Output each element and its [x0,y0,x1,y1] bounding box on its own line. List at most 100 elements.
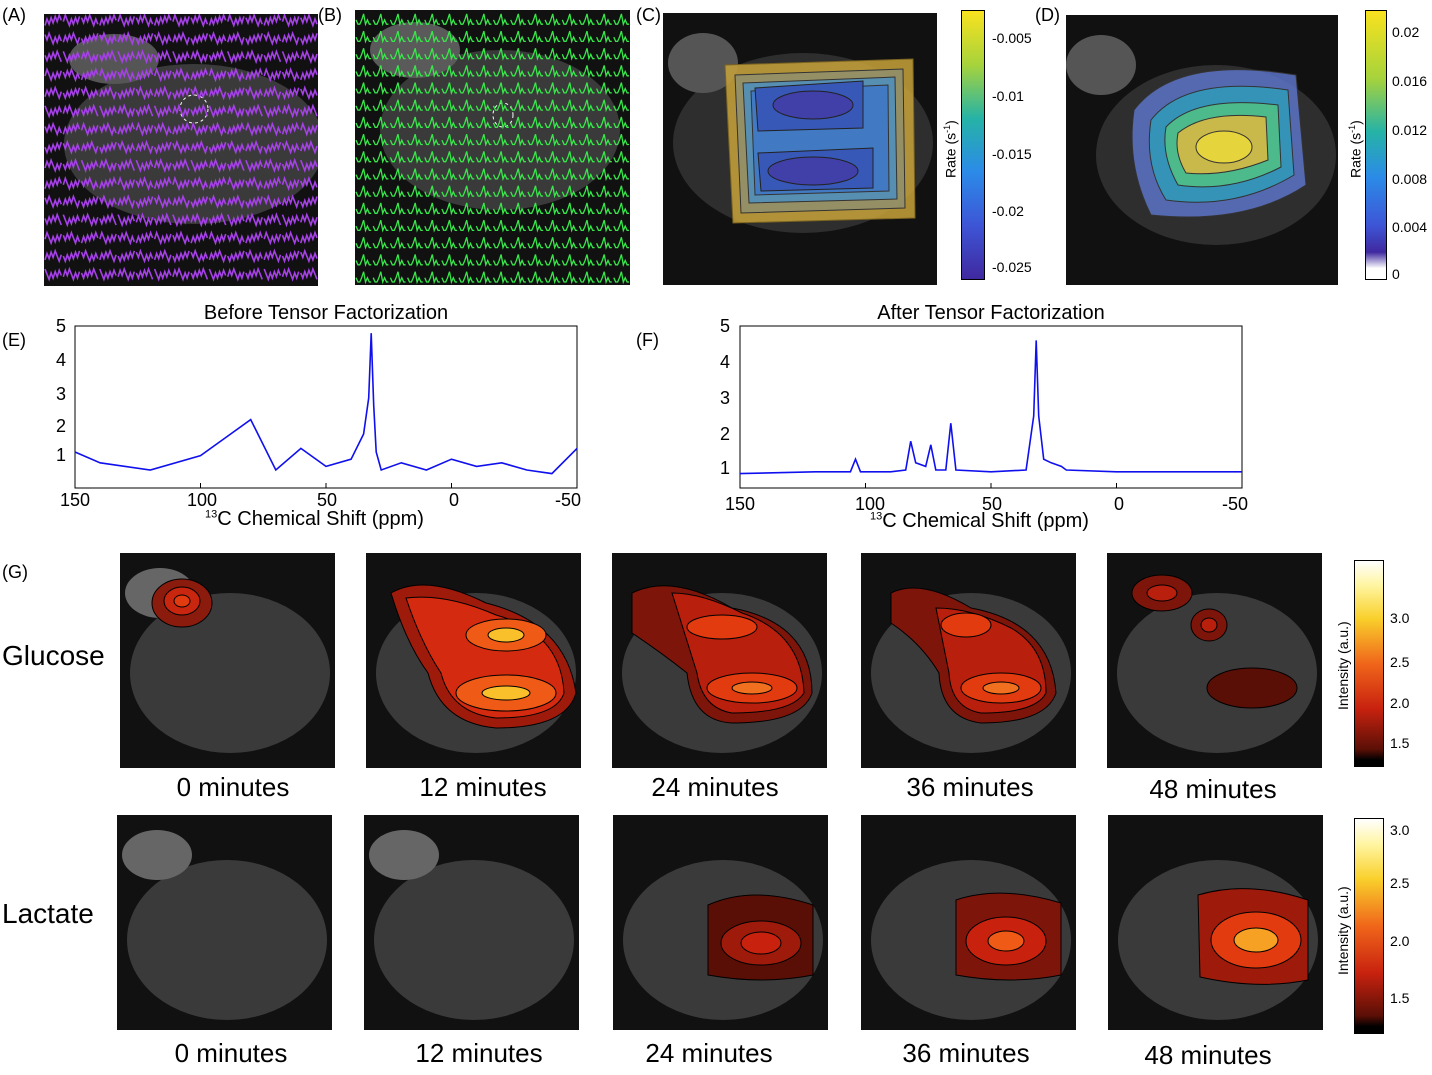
grid-spectrum [62,194,81,210]
grid-spectrum [596,151,612,164]
grid-spectrum [80,266,99,281]
grid-spectrum [355,134,372,147]
grid-spectrum [208,14,227,27]
grid-spectrum [544,116,561,130]
grid-spectrum [355,48,372,61]
grid-spectrum [172,213,190,228]
grid-spectrum [44,175,63,190]
grid-spectrum [44,48,63,63]
grid-spectrum [596,48,612,61]
colorbar-d [1365,10,1387,280]
grid-spectrum [44,67,63,83]
grid-spectrum [613,168,629,182]
grid-spectrum [458,99,475,113]
colorbar-lactate-tick: 2.5 [1390,875,1410,891]
panel-d-image [1066,15,1338,285]
grid-spectrum [99,157,117,173]
grid-spectrum [299,195,318,210]
grid-spectrum [510,202,526,216]
grid-spectrum [355,30,372,44]
grid-spectrum [153,104,172,119]
grid-spectrum [510,99,526,113]
grid-spectrum [389,237,406,250]
grid-spectrum [578,168,595,182]
grid-spectrum [407,30,423,44]
glucose-time-label: 0 minutes [176,772,290,802]
grid-spectrum [263,48,282,63]
grid-spectrum [441,219,458,233]
grid-spectrum [281,213,300,228]
grid-spectrum [407,168,423,182]
grid-spectrum [441,185,458,199]
grid-spectrum [226,249,245,264]
grid-spectrum [527,254,544,267]
grid-spectrum [596,65,612,78]
grid-spectrum [372,271,389,285]
grid-spectrum [441,254,458,267]
grid-spectrum [389,134,406,147]
grid-spectrum [492,202,509,216]
colorbar-glucose-tick: 1.5 [1390,735,1410,751]
grid-spectrum [613,185,629,199]
grid-spectrum [299,248,318,264]
spectrum-e-xtick: 150 [60,490,91,510]
grid-spectrum [190,139,209,155]
spectrum-f-title: After Tensor Factorization [877,302,1105,324]
panel-label-e: (E) [2,330,26,350]
grid-spectrum [190,175,209,192]
grid-spectrum [281,14,300,28]
grid-spectrum [208,104,227,119]
grid-spectrum [117,213,136,228]
grid-spectrum [458,185,475,199]
colorbar-glucose [1354,560,1384,767]
spectrum-f-xtick: -50 [1222,494,1249,514]
panel-label-a: (A) [2,5,26,25]
grid-spectrum [389,168,406,182]
grid-spectrum [527,271,544,285]
grid-spectrum [135,139,154,155]
grid-spectrum [613,65,629,78]
grid-spectrum [355,116,372,130]
grid-spectrum [510,30,526,44]
grid-spectrum [153,194,172,210]
grid-spectrum [135,67,154,82]
grid-spectrum [458,82,475,96]
glucose-map-12 [366,553,581,768]
grid-spectrum [544,30,561,44]
lactate-time-label: 36 minutes [902,1038,1030,1068]
colorbar-d-tick: 0.012 [1392,122,1428,138]
grid-spectrum [561,254,578,267]
colorbar-d-tick: 0.004 [1392,219,1428,235]
grid-spectrum [153,267,172,282]
grid-spectrum [596,185,612,199]
grid-spectrum [299,139,318,155]
grid-spectrum [407,271,423,285]
grid-spectrum [44,121,63,137]
grid-spectrum [475,168,492,182]
grid-spectrum [226,50,245,65]
grid-spectrum [281,67,300,83]
grid-spectrum [578,185,595,199]
grid-spectrum [226,30,245,47]
grid-spectrum [117,157,136,172]
grid-spectrum [117,194,136,210]
grid-spectrum [510,168,526,182]
grid-spectrum [208,157,227,173]
grid-spectrum [527,116,544,130]
grid-spectrum [458,48,475,61]
spectrum-line [74,333,578,475]
grid-spectrum [263,104,282,119]
grid-spectrum [299,14,318,28]
grid-spectrum [44,157,63,173]
lactate-map-48 [1108,815,1323,1030]
grid-spectrum [458,65,475,78]
grid-spectrum [596,13,612,27]
spectrum-f-chart [739,325,1243,489]
grid-spectrum [561,271,578,285]
grid-spectrum [80,103,99,118]
glucose-map-48 [1107,553,1322,768]
grid-spectrum [613,13,629,27]
spectrum-e-xtick: 100 [187,490,218,510]
grid-spectrum [596,30,612,44]
grid-spectrum [475,30,492,44]
